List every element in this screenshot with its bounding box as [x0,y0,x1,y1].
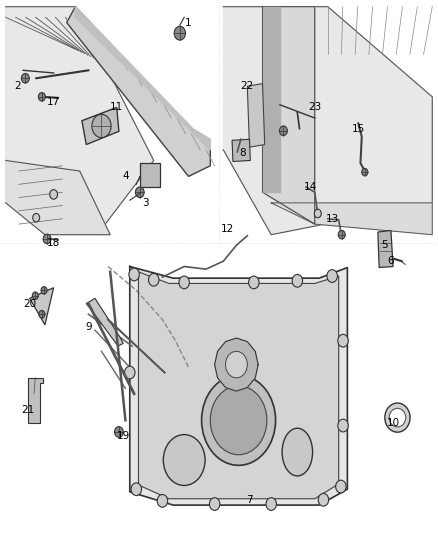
Text: 4: 4 [122,172,129,181]
Polygon shape [75,7,210,150]
Text: 21: 21 [21,405,34,415]
Text: 13: 13 [325,214,339,224]
Circle shape [92,114,111,138]
Circle shape [157,495,168,507]
Text: 20: 20 [23,298,36,309]
Ellipse shape [385,403,410,432]
Circle shape [115,426,123,437]
Polygon shape [67,7,210,176]
Circle shape [43,234,51,244]
Text: 3: 3 [142,198,148,208]
Text: 1: 1 [185,18,192,28]
Circle shape [266,498,276,511]
Circle shape [209,498,220,511]
Circle shape [336,480,346,493]
Polygon shape [247,84,265,147]
Text: 18: 18 [47,238,60,248]
Polygon shape [271,203,432,235]
Text: 6: 6 [388,256,394,266]
Text: 2: 2 [14,81,21,91]
Circle shape [174,26,185,40]
Circle shape [41,287,47,294]
Circle shape [226,351,247,378]
Circle shape [163,434,205,486]
Circle shape [39,93,46,101]
Circle shape [32,292,39,300]
Circle shape [135,187,144,198]
Circle shape [292,274,303,287]
Text: 22: 22 [240,81,254,91]
Circle shape [49,190,57,199]
Circle shape [327,270,337,282]
Circle shape [362,168,368,176]
Circle shape [314,209,321,217]
Polygon shape [223,7,432,235]
Circle shape [338,419,348,432]
Text: 17: 17 [47,97,60,107]
Ellipse shape [389,408,406,427]
Polygon shape [86,298,123,346]
Circle shape [201,375,276,465]
Text: 10: 10 [386,418,399,428]
Text: 14: 14 [304,182,317,192]
Polygon shape [262,7,315,224]
Polygon shape [138,272,339,499]
Text: 19: 19 [117,431,130,441]
Polygon shape [6,7,154,235]
Polygon shape [140,163,160,187]
Polygon shape [378,230,393,268]
Text: 8: 8 [240,148,246,158]
Circle shape [129,268,139,281]
Text: 7: 7 [246,495,253,505]
Ellipse shape [282,428,313,476]
Circle shape [338,230,345,239]
Text: 9: 9 [85,322,92,333]
Circle shape [33,214,40,222]
Circle shape [39,311,45,318]
Circle shape [210,386,267,455]
Circle shape [249,276,259,289]
Circle shape [21,74,29,83]
Polygon shape [6,160,110,235]
Polygon shape [28,378,43,423]
Polygon shape [215,338,258,391]
Circle shape [279,126,287,135]
Polygon shape [262,7,280,192]
Circle shape [131,483,141,496]
Circle shape [179,276,189,289]
Circle shape [124,366,135,379]
Text: 5: 5 [381,240,388,251]
Text: 23: 23 [308,102,321,112]
Polygon shape [30,288,53,325]
Polygon shape [232,139,251,161]
Circle shape [148,273,159,286]
Polygon shape [130,266,347,505]
Text: 15: 15 [352,124,365,134]
Circle shape [318,494,328,506]
Text: 11: 11 [110,102,124,112]
Text: 12: 12 [221,224,234,235]
Circle shape [338,334,348,347]
Polygon shape [82,108,119,144]
